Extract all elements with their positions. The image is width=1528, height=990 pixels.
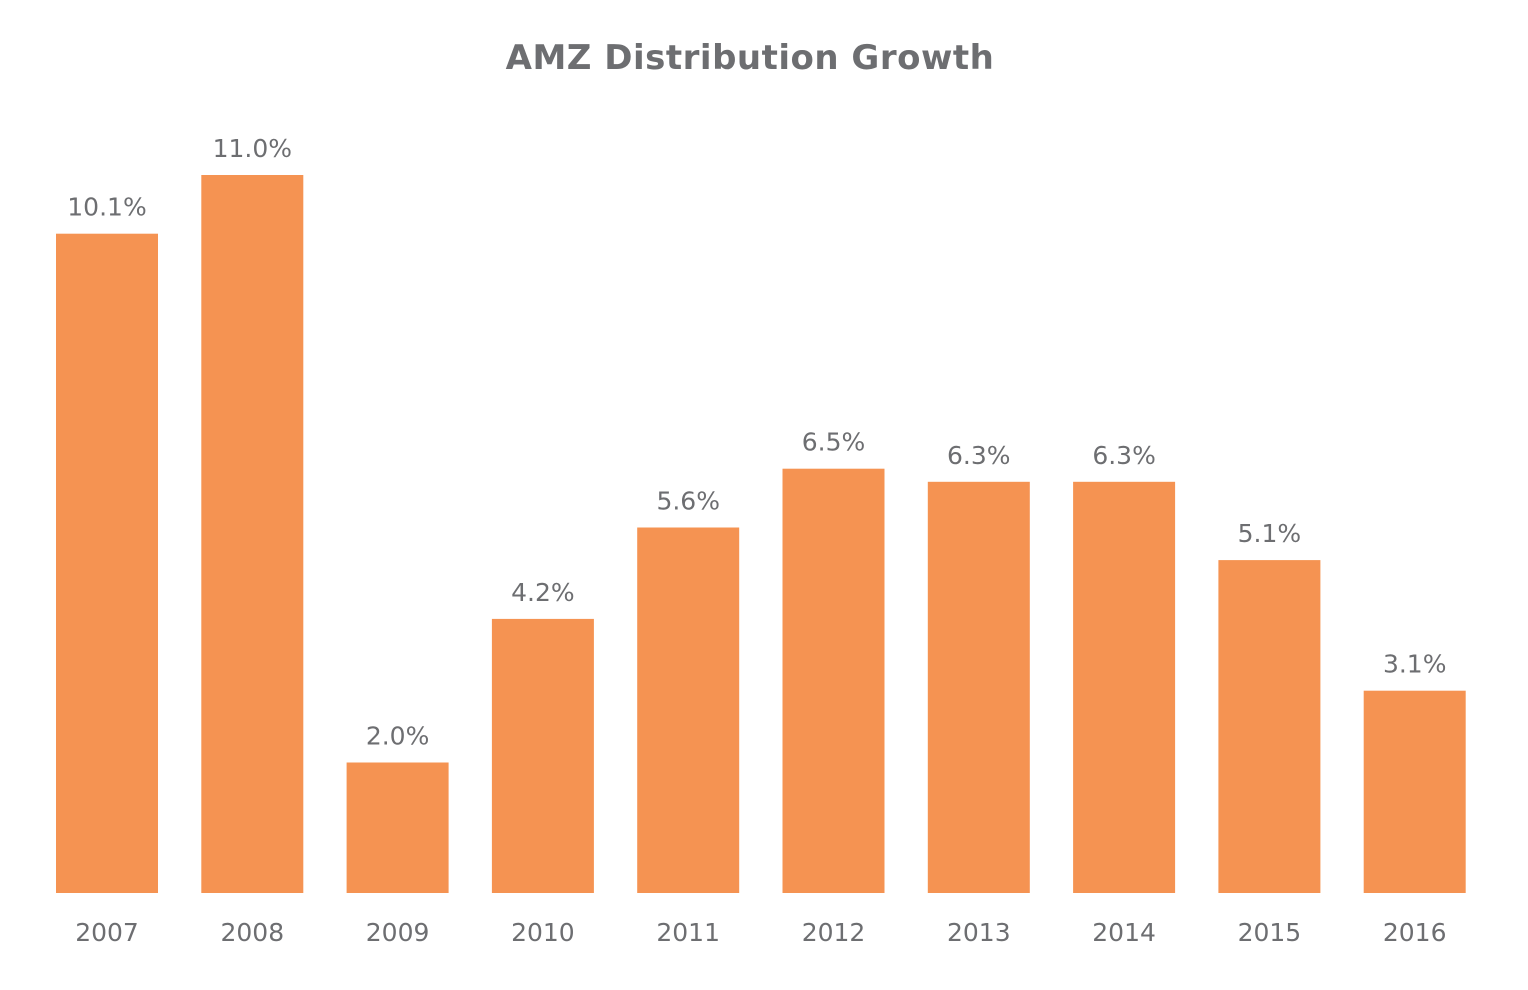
data-label-2008: 11.0% bbox=[213, 134, 292, 163]
chart-title: AMZ Distribution Growth bbox=[505, 38, 995, 78]
data-label-2012: 6.5% bbox=[802, 428, 866, 457]
bar-2014 bbox=[1073, 481, 1176, 893]
bar-2011 bbox=[637, 527, 740, 893]
x-tick-2007: 2007 bbox=[75, 918, 139, 947]
bar-2007 bbox=[56, 233, 158, 893]
data-label-2015: 5.1% bbox=[1238, 519, 1302, 548]
bar-2013 bbox=[927, 481, 1030, 893]
bar-2016 bbox=[1363, 690, 1466, 893]
bar-2008 bbox=[201, 175, 304, 893]
x-tick-2016: 2016 bbox=[1383, 918, 1447, 947]
x-tick-2008: 2008 bbox=[220, 918, 284, 947]
bar-2015 bbox=[1218, 560, 1321, 893]
data-label-2016: 3.1% bbox=[1383, 650, 1447, 679]
x-tick-2012: 2012 bbox=[802, 918, 866, 947]
x-tick-2015: 2015 bbox=[1238, 918, 1302, 947]
data-label-2010: 4.2% bbox=[511, 578, 575, 607]
data-label-2007: 10.1% bbox=[67, 193, 146, 222]
data-label-2009: 2.0% bbox=[366, 722, 430, 751]
bar-2009 bbox=[346, 762, 449, 893]
data-label-2014: 6.3% bbox=[1092, 441, 1156, 470]
x-tick-2011: 2011 bbox=[656, 918, 720, 947]
x-tick-2013: 2013 bbox=[947, 918, 1011, 947]
bar-2010 bbox=[491, 618, 594, 893]
data-label-2013: 6.3% bbox=[947, 441, 1011, 470]
bar-2012 bbox=[782, 468, 885, 893]
x-tick-2010: 2010 bbox=[511, 918, 575, 947]
data-label-2011: 5.6% bbox=[656, 487, 720, 516]
x-tick-2014: 2014 bbox=[1092, 918, 1156, 947]
x-tick-2009: 2009 bbox=[366, 918, 430, 947]
